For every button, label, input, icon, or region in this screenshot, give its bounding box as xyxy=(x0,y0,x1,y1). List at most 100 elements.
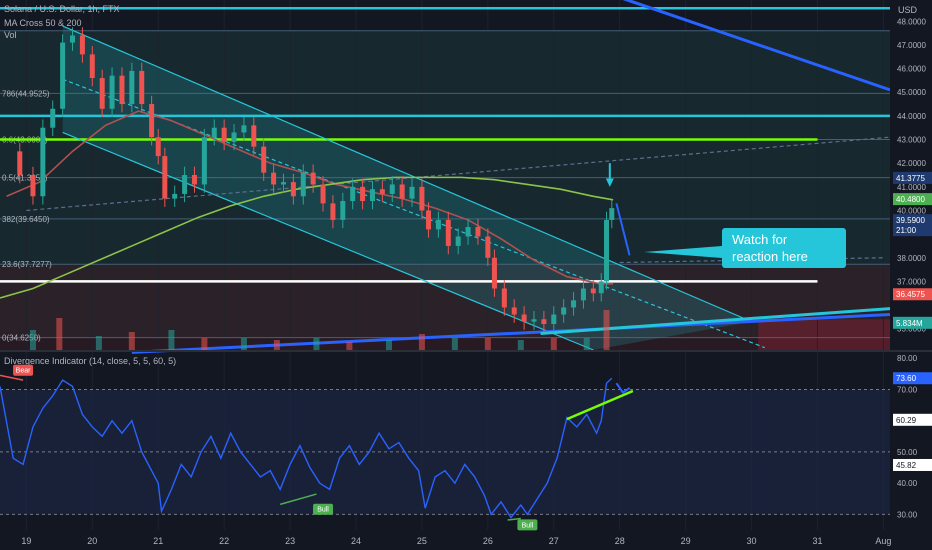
price-tick: 44.0000 xyxy=(897,112,926,121)
reaction-arrow-icon xyxy=(615,203,631,256)
indicator-tick: 40.00 xyxy=(897,479,918,488)
fib-level-label: 23.6(37.7277) xyxy=(2,260,52,269)
currency-label: USD xyxy=(898,5,918,15)
divergence-line xyxy=(0,374,24,381)
price-tick: 37.0000 xyxy=(897,277,926,286)
price-tick: 41.0000 xyxy=(897,183,926,192)
candle-body xyxy=(511,307,517,315)
candle-body xyxy=(531,319,537,322)
volume-bar xyxy=(451,338,458,350)
candle-body xyxy=(399,184,405,199)
candle-body xyxy=(109,75,115,109)
price-label-bg xyxy=(893,288,932,301)
indicator-label: 45.82 xyxy=(896,461,917,470)
candle-body xyxy=(99,78,105,109)
indicator-label: 73.60 xyxy=(896,374,917,383)
time-tick: 20 xyxy=(87,536,97,546)
price-label-time: 21:00 xyxy=(896,226,917,235)
price-tick: 38.0000 xyxy=(897,254,926,263)
indicator-title: Divergence Indicator (14, close, 5, 5, 6… xyxy=(4,356,176,366)
candle-body xyxy=(360,186,366,202)
candle-body xyxy=(149,104,155,138)
trendline-channel-mid xyxy=(62,78,765,349)
fib-level-label: 0.5(41.3950) xyxy=(2,174,48,183)
channel-fill xyxy=(62,26,752,350)
price-tick: 43.0000 xyxy=(897,136,926,145)
signal-badge xyxy=(313,503,334,515)
price-tick: 46.0000 xyxy=(897,65,926,74)
candle-body xyxy=(571,300,577,308)
price-tick: 35.0000 xyxy=(897,325,926,334)
candle-body xyxy=(521,314,527,322)
signal-badge xyxy=(517,519,538,531)
volume-bar xyxy=(385,340,392,350)
price-tick: 48.0000 xyxy=(897,17,926,26)
time-tick: 21 xyxy=(153,536,163,546)
indicator-label-bg xyxy=(893,413,932,426)
candle-body xyxy=(162,156,168,199)
time-tick: 23 xyxy=(285,536,295,546)
price-label-bg xyxy=(893,316,932,329)
time-tick: 22 xyxy=(219,536,229,546)
trendline-dashed-rising xyxy=(26,136,891,212)
divergence-line xyxy=(279,493,317,506)
volume-bar xyxy=(128,332,135,350)
candle-body xyxy=(89,54,95,79)
candle-body xyxy=(455,236,461,246)
price-label: 36.4575 xyxy=(896,290,925,299)
price-label: 41.3775 xyxy=(896,174,925,183)
candle-body xyxy=(580,288,586,301)
volume-bar xyxy=(517,340,524,350)
price-tick: 42.0000 xyxy=(897,159,926,168)
time-tick: 19 xyxy=(21,536,31,546)
candle-body xyxy=(340,201,346,220)
divergence-line xyxy=(566,389,634,421)
candle-body xyxy=(419,186,425,211)
price-label: 5.834M xyxy=(896,319,923,328)
reaction-callout: Watch for reaction here xyxy=(644,228,846,268)
indicator-label: 60.29 xyxy=(896,416,917,425)
candle-body xyxy=(330,203,336,220)
volume-bar xyxy=(56,318,63,350)
fib-level-label: 0(34.6250) xyxy=(2,334,41,343)
candle-body xyxy=(598,281,604,294)
volume-bar xyxy=(583,338,590,350)
candle-body xyxy=(79,35,85,55)
signal-label: Bull xyxy=(522,522,534,529)
candle-body xyxy=(426,210,432,230)
indicator-tick: 30.00 xyxy=(897,510,918,519)
candle-body xyxy=(350,186,356,202)
candle-body xyxy=(310,172,316,185)
callout-text: Watch for reaction here xyxy=(732,232,808,264)
candle-body xyxy=(561,307,567,315)
indicator-label-bg xyxy=(893,458,932,471)
time-tick: 30 xyxy=(747,536,757,546)
candle-body xyxy=(50,108,56,128)
candle-body xyxy=(261,146,267,173)
price-label-bg xyxy=(893,193,932,206)
time-tick: 29 xyxy=(681,536,691,546)
volume-bar xyxy=(29,330,36,350)
candle-body xyxy=(389,184,395,194)
candle-body xyxy=(201,137,207,185)
price-label: 39.5900 xyxy=(896,216,925,225)
fib-level-label: 786(44.9525) xyxy=(2,89,50,98)
candle-body xyxy=(551,314,557,324)
candle-body xyxy=(369,189,375,202)
candle-body xyxy=(379,189,385,194)
trendline-channel-lower xyxy=(62,131,594,351)
candle-body xyxy=(139,70,145,105)
candle-body xyxy=(609,208,615,220)
indicator-line xyxy=(0,377,613,519)
indicator-label-bg xyxy=(893,372,932,385)
candle-body xyxy=(445,219,451,246)
volume-bar xyxy=(95,336,102,350)
volume-bar xyxy=(273,340,280,350)
candle-body xyxy=(60,42,66,109)
candle-body xyxy=(320,184,326,204)
volume-label: Vol xyxy=(4,30,17,40)
candle-body xyxy=(271,172,277,185)
candle-body xyxy=(485,236,491,258)
candle-body xyxy=(221,127,227,142)
